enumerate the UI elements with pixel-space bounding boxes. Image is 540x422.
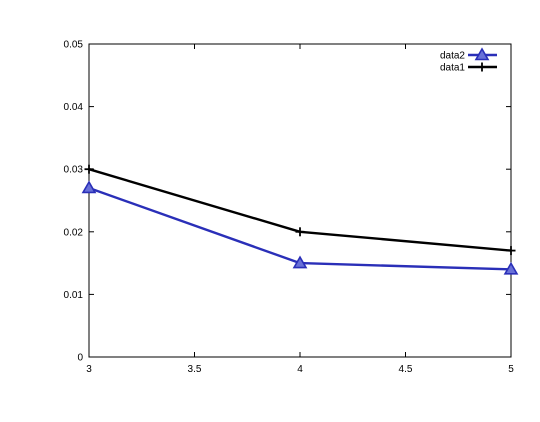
data-point-data1: [506, 246, 516, 256]
legend-label-data2: data2: [440, 51, 465, 62]
data-point-data2: [503, 261, 519, 275]
y-tick-label: 0: [77, 353, 83, 364]
data-point-data2: [292, 255, 308, 269]
legend-marker-data1: [477, 62, 487, 72]
axes-layer: 0 0.01 0.02 0.03 0.04 0.05 3 3.5 4 4.5 5: [64, 40, 515, 376]
x-tick-label: 4: [297, 364, 303, 375]
y-tick-label: 0.04: [64, 102, 84, 113]
x-tick-label: 5: [508, 364, 514, 375]
data-point-data2: [81, 180, 97, 194]
series-layer: [81, 164, 519, 275]
plot-frame: [88, 43, 512, 358]
legend-marker-data2: [474, 47, 490, 61]
y-tick-label: 0.02: [64, 227, 84, 238]
data-point-data1: [295, 227, 305, 237]
x-tick-label: 4.5: [399, 364, 413, 375]
y-tick-label: 0.03: [64, 165, 84, 176]
y-tick-label: 0.05: [64, 40, 84, 51]
y-tick-label: 0.01: [64, 290, 84, 301]
legend-label-data1: data1: [440, 63, 465, 74]
x-tick-label: 3.5: [188, 364, 202, 375]
x-tick-label: 3: [86, 364, 92, 375]
plot-area: [88, 43, 512, 358]
